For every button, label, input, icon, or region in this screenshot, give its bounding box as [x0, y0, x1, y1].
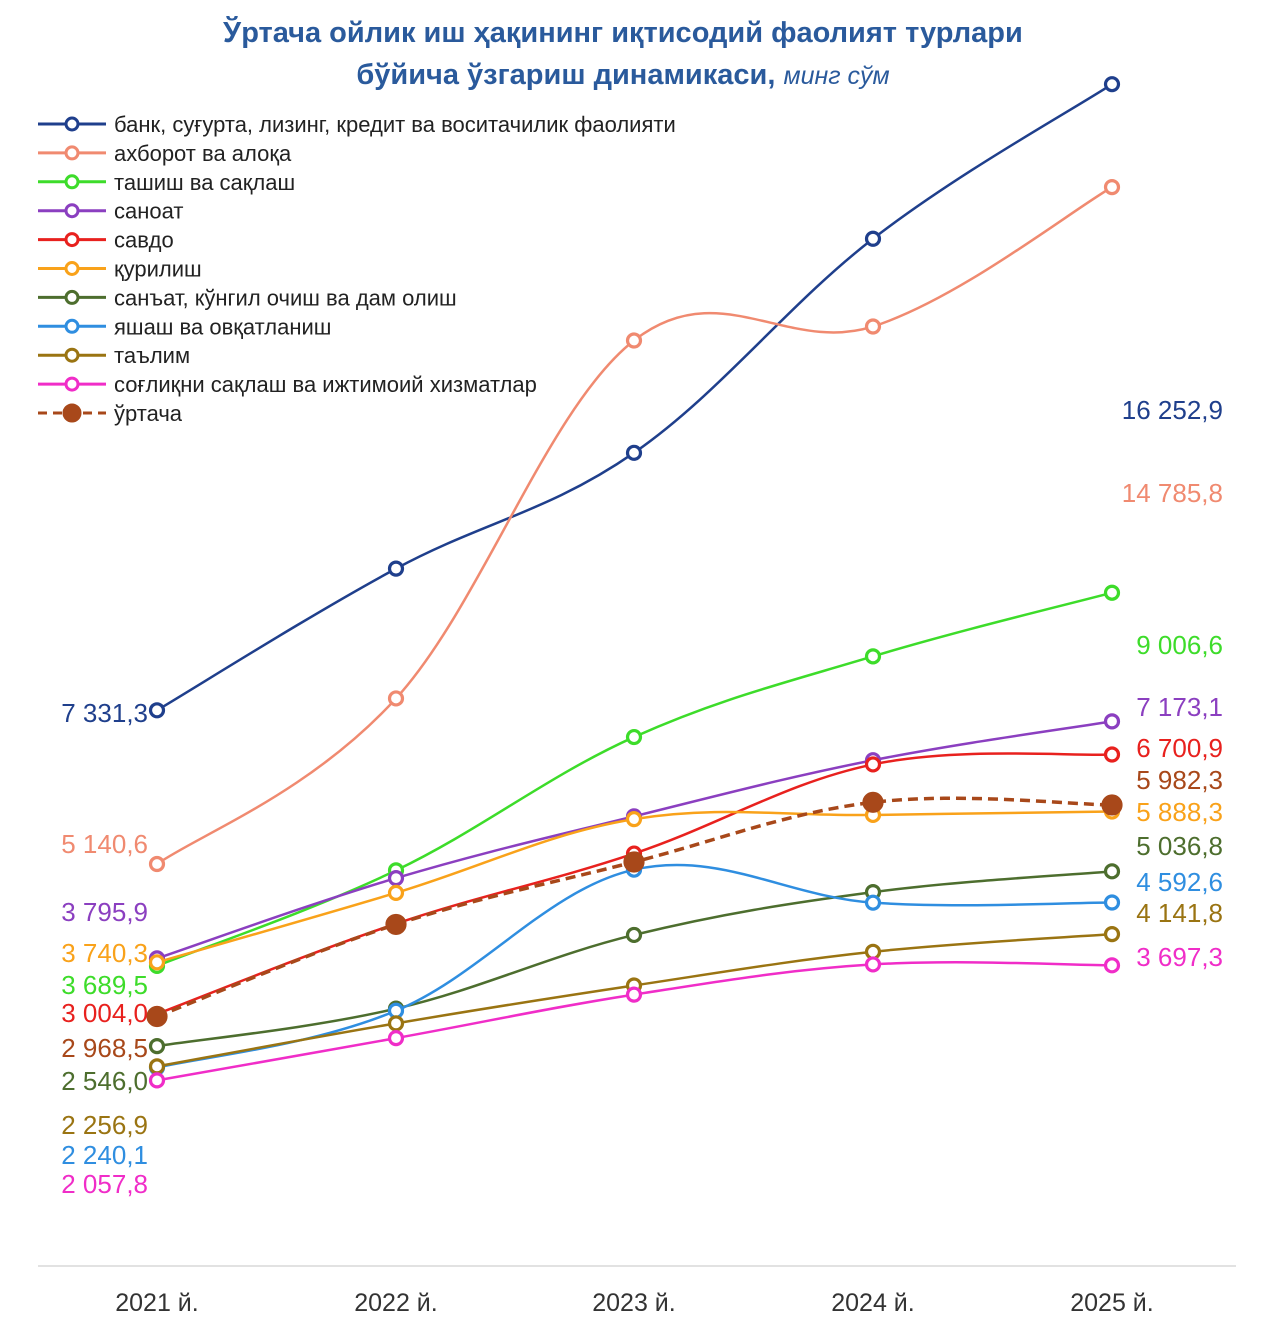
- legend-marker-10: [62, 403, 82, 423]
- legend-label-10: ўртача: [114, 401, 183, 426]
- series-line-7: [156, 863, 1113, 1069]
- legend-marker-4: [64, 232, 80, 248]
- unit-label: минг сўм: [783, 62, 890, 90]
- data-point-2-3: [864, 648, 882, 665]
- legend-label-6: санъат, кўнгил очиш ва дам олиш: [114, 285, 457, 310]
- x-tick-label-0: 2021 й.: [115, 1289, 198, 1317]
- legend-marker-7: [64, 318, 80, 334]
- data-point-6-2: [625, 926, 643, 944]
- data-point-2-4: [1103, 584, 1121, 601]
- legend-marker-1: [64, 145, 80, 161]
- series-line-0: [156, 83, 1113, 712]
- legend-marker-8: [64, 347, 80, 363]
- data-label-last-5: 5 888,3: [1136, 797, 1223, 827]
- data-point-1-3: [864, 318, 882, 335]
- legend-label-5: қурилиш: [114, 257, 202, 282]
- title-line-2: бўйича ўзгариш динамикаси, минг сўм: [0, 54, 1246, 97]
- data-point-0-1: [387, 560, 405, 577]
- legend-label-3: саноат: [114, 199, 183, 224]
- data-label-last-0: 16 252,9: [1122, 395, 1223, 425]
- data-label-first-4: 3 004,0: [61, 998, 148, 1028]
- data-label-last-3: 7 173,1: [1136, 692, 1223, 722]
- data-point-0-2: [625, 444, 643, 461]
- legend-label-0: банк, суғурта, лизинг, кредит ва воситач…: [114, 112, 676, 137]
- data-point-3-1: [387, 870, 405, 887]
- x-tick-label-3: 2024 й.: [831, 1289, 914, 1317]
- data-point-7-4: [1103, 894, 1121, 911]
- data-point-9-1: [387, 1030, 405, 1047]
- legend-label-8: таълим: [114, 343, 190, 368]
- legend-label-1: ахборот ва алоқа: [114, 141, 292, 166]
- data-point-1-1: [387, 690, 405, 707]
- data-label-first-9: 2 057,8: [61, 1169, 148, 1199]
- data-point-10-3: [862, 791, 884, 813]
- data-point-5-1: [387, 884, 405, 901]
- data-label-first-3: 3 795,9: [61, 897, 148, 927]
- data-point-5-2: [625, 811, 643, 828]
- legend-label-4: савдо: [114, 228, 174, 253]
- data-label-last-8: 4 141,8: [1136, 898, 1223, 928]
- data-point-9-0: [148, 1072, 166, 1089]
- legend-label-2: ташиш ва сақлаш: [114, 170, 295, 195]
- series-line-1: [156, 186, 1113, 866]
- data-label-last-10: 5 982,3: [1136, 765, 1223, 795]
- data-point-0-0: [148, 702, 166, 719]
- data-point-8-1: [387, 1015, 405, 1032]
- data-label-first-5: 3 740,3: [61, 938, 148, 968]
- series-line-4: [156, 752, 1113, 1016]
- data-point-6-4: [1103, 863, 1121, 880]
- data-point-9-4: [1103, 957, 1121, 974]
- data-label-last-4: 6 700,9: [1136, 733, 1223, 763]
- data-label-first-2: 3 689,5: [61, 970, 148, 1000]
- data-point-8-4: [1103, 926, 1121, 943]
- data-point-1-4: [1103, 179, 1121, 196]
- legend-label-7: яшаш ва овқатланиш: [114, 314, 331, 339]
- legend-marker-2: [64, 174, 80, 190]
- x-tick-label-4: 2025 й.: [1070, 1289, 1153, 1317]
- data-point-10-0: [146, 1005, 168, 1028]
- data-label-first-8: 2 256,9: [61, 1110, 148, 1140]
- data-point-0-3: [864, 230, 882, 247]
- data-point-10-4: [1101, 794, 1123, 816]
- legend-marker-5: [64, 261, 80, 276]
- data-point-8-0: [148, 1058, 166, 1075]
- data-label-last-1: 14 785,8: [1122, 478, 1223, 508]
- title-line-2-text: бўйича ўзгариш динамикаси,: [356, 59, 776, 91]
- data-label-first-10: 2 968,5: [61, 1033, 148, 1063]
- series-line-3: [156, 720, 1113, 960]
- x-tick-label-1: 2022 й.: [354, 1289, 437, 1317]
- data-point-5-0: [148, 954, 166, 971]
- x-tick-label-2: 2023 й.: [592, 1289, 675, 1317]
- data-label-last-6: 5 036,8: [1136, 831, 1223, 861]
- data-point-1-0: [148, 855, 166, 873]
- data-label-first-0: 7 331,3: [61, 698, 148, 728]
- data-label-last-9: 3 697,3: [1136, 942, 1223, 972]
- data-point-6-0: [148, 1038, 166, 1055]
- data-label-first-1: 5 140,6: [61, 829, 148, 859]
- legend-marker-0: [64, 116, 80, 132]
- data-label-first-7: 2 240,1: [61, 1140, 148, 1170]
- data-point-1-2: [625, 332, 643, 349]
- data-label-last-7: 4 592,6: [1136, 867, 1223, 897]
- data-point-9-2: [625, 986, 643, 1003]
- legend-marker-9: [64, 376, 80, 392]
- title-line-1: Ўртача ойлик иш ҳақининг иқтисодий фаоли…: [223, 17, 1023, 49]
- data-point-9-3: [864, 956, 882, 973]
- data-label-first-6: 2 546,0: [61, 1066, 148, 1096]
- data-point-3-4: [1103, 713, 1121, 730]
- legend-label-9: соғлиқни сақлаш ва ижтимоий хизматлар: [114, 372, 537, 397]
- chart-title: Ўртача ойлик иш ҳақининг иқтисодий фаоли…: [0, 12, 1246, 97]
- legend-marker-3: [64, 203, 80, 219]
- data-label-last-2: 9 006,6: [1136, 630, 1223, 660]
- data-point-4-4: [1103, 746, 1121, 763]
- data-point-7-3: [864, 894, 882, 911]
- legend-marker-6: [64, 289, 80, 305]
- data-point-10-2: [623, 851, 645, 873]
- data-point-10-1: [385, 913, 407, 936]
- data-point-2-2: [625, 728, 643, 746]
- data-point-4-3: [864, 756, 882, 773]
- data-point-0-4: [1103, 76, 1121, 93]
